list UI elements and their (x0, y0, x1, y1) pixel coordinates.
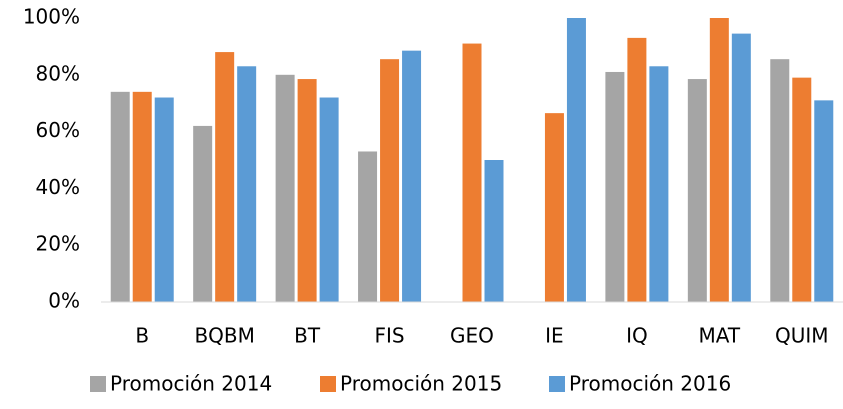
bar (132, 91, 152, 302)
bar (237, 66, 257, 302)
bar (110, 91, 130, 302)
y-tick-label: 60% (36, 118, 80, 142)
bar (566, 18, 586, 302)
bar (544, 113, 564, 302)
bar (770, 59, 790, 303)
bar (709, 18, 729, 302)
bar (319, 97, 339, 303)
x-tick-label: FIS (375, 324, 405, 348)
x-tick-label: IE (545, 324, 564, 348)
bar (402, 50, 422, 302)
bar (215, 52, 235, 302)
x-tick-label: BQBM (194, 324, 254, 348)
bar (814, 100, 834, 302)
bar (627, 37, 647, 302)
y-tick-label: 40% (36, 175, 80, 199)
y-tick-label: 20% (36, 232, 80, 256)
bar (193, 125, 213, 302)
x-tick-label: B (135, 324, 149, 348)
bar (731, 33, 751, 303)
x-tick-label: MAT (699, 324, 741, 348)
legend-swatch (549, 376, 565, 392)
bar (275, 74, 295, 302)
x-tick-label: GEO (450, 324, 494, 348)
bar (792, 77, 812, 302)
x-tick-label: BT (294, 324, 321, 348)
y-tick-label: 0% (48, 289, 80, 313)
bar (380, 59, 400, 303)
bar (605, 71, 625, 303)
bar (297, 79, 317, 302)
bar (154, 97, 174, 303)
bar (358, 151, 378, 302)
bar (484, 160, 504, 302)
x-tick-label: IQ (626, 324, 648, 348)
legend-swatch (90, 376, 106, 392)
y-tick-label: 100% (23, 5, 80, 29)
bar (462, 43, 482, 303)
bar (687, 79, 707, 302)
x-tick-label: QUIM (775, 324, 829, 348)
bar (649, 66, 669, 302)
legend-swatch (320, 376, 336, 392)
legend-label: Promoción 2014 (110, 372, 272, 396)
y-tick-label: 80% (36, 61, 80, 85)
legend-label: Promoción 2015 (340, 372, 502, 396)
legend-label: Promoción 2016 (569, 372, 731, 396)
